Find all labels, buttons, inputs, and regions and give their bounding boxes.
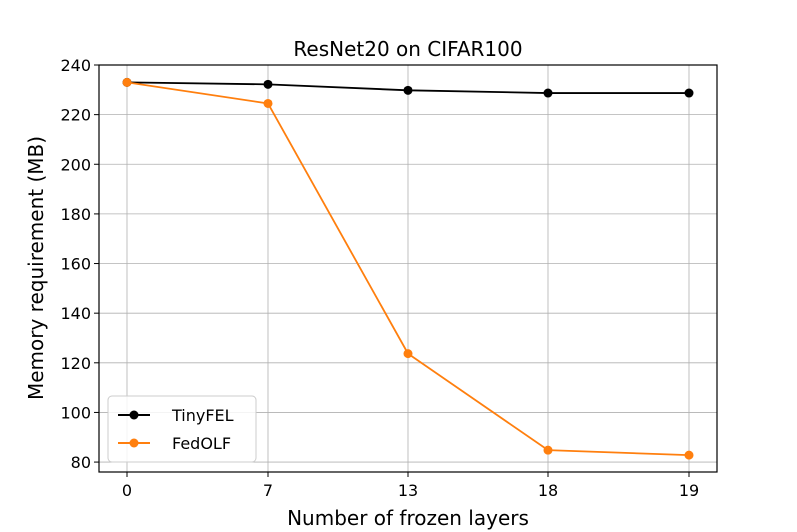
data-point-tinyfel <box>263 79 273 89</box>
legend-label-tinyfel: TinyFEL <box>171 406 234 425</box>
y-tick-label: 80 <box>71 453 91 472</box>
chart-title: ResNet20 on CIFAR100 <box>293 37 522 61</box>
y-ticks: 80 100 120 140 160 180 200 220 240 <box>60 56 99 472</box>
data-point-fedolf <box>122 77 132 87</box>
y-tick-label: 160 <box>60 255 91 274</box>
legend-marker-fedolf <box>129 438 139 448</box>
series-layer <box>122 77 694 460</box>
y-tick-label: 120 <box>60 354 91 373</box>
legend-box <box>107 395 257 463</box>
x-tick-label: 7 <box>263 481 273 500</box>
data-point-tinyfel <box>403 85 413 95</box>
y-tick-label: 200 <box>60 155 91 174</box>
data-point-fedolf <box>684 450 694 460</box>
legend-marker-tinyfel <box>129 410 139 420</box>
x-axis-title: Number of frozen layers <box>287 506 529 530</box>
y-tick-label: 220 <box>60 106 91 125</box>
y-tick-label: 180 <box>60 205 91 224</box>
data-point-fedolf <box>263 98 273 108</box>
legend-label-fedolf: FedOLF <box>172 434 231 453</box>
data-point-fedolf <box>543 445 553 455</box>
y-tick-label: 140 <box>60 304 91 323</box>
data-point-tinyfel <box>684 88 694 98</box>
legend: TinyFEL FedOLF <box>107 395 257 463</box>
data-point-fedolf <box>403 349 413 359</box>
y-tick-label: 240 <box>60 56 91 75</box>
x-tick-label: 0 <box>122 481 132 500</box>
x-ticks: 0 7 13 18 19 <box>122 472 699 500</box>
y-axis-title: Memory requirement (MB) <box>24 136 48 400</box>
y-tick-label: 100 <box>60 403 91 422</box>
x-tick-label: 19 <box>679 481 699 500</box>
x-tick-label: 13 <box>398 481 418 500</box>
x-tick-label: 18 <box>538 481 558 500</box>
data-point-tinyfel <box>543 88 553 98</box>
